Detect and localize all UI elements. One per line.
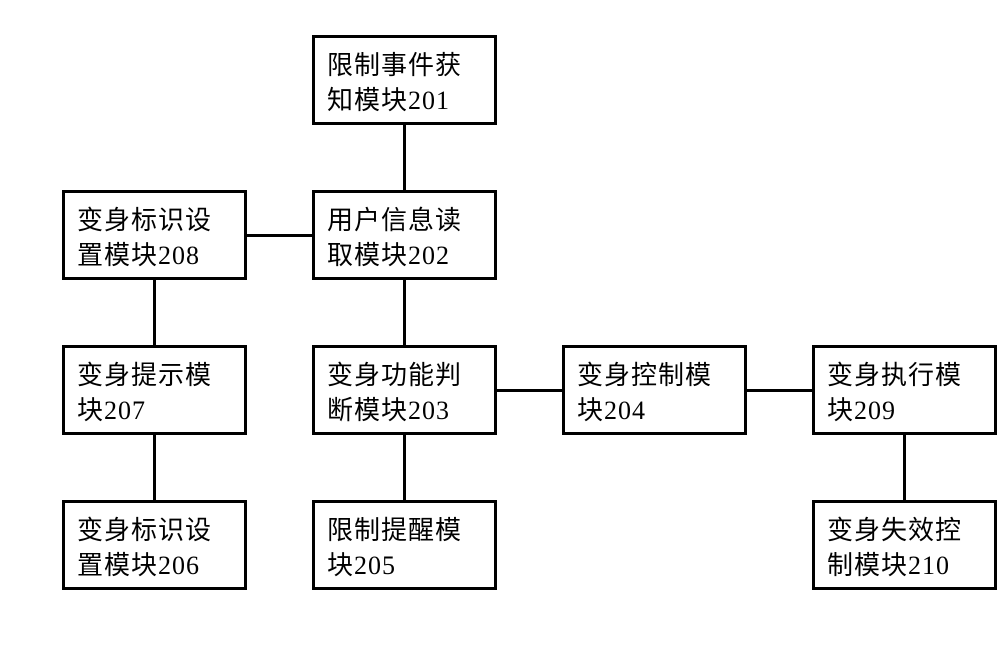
node-n202: 用户信息读取模块202 — [312, 190, 497, 280]
node-label: 变身失效控制模块210 — [827, 513, 982, 583]
node-label: 变身提示模块207 — [77, 358, 232, 428]
node-label: 限制事件获知模块201 — [327, 48, 482, 118]
node-n206: 变身标识设置模块206 — [62, 500, 247, 590]
edge-n201-n202 — [403, 125, 406, 190]
node-n207: 变身提示模块207 — [62, 345, 247, 435]
node-n203: 变身功能判断模块203 — [312, 345, 497, 435]
edge-n208-n207 — [153, 280, 156, 345]
node-n204: 变身控制模块204 — [562, 345, 747, 435]
node-label: 变身执行模块209 — [827, 358, 982, 428]
node-label: 变身标识设置模块208 — [77, 203, 232, 273]
node-label: 变身功能判断模块203 — [327, 358, 482, 428]
edge-n203-n204 — [497, 389, 562, 392]
edge-n207-n206 — [153, 435, 156, 500]
node-n205: 限制提醒模块205 — [312, 500, 497, 590]
node-label: 变身标识设置模块206 — [77, 513, 232, 583]
edge-n203-n205 — [403, 435, 406, 500]
edge-n209-n210 — [903, 435, 906, 500]
node-n208: 变身标识设置模块208 — [62, 190, 247, 280]
edge-n204-n209 — [747, 389, 812, 392]
node-label: 用户信息读取模块202 — [327, 203, 482, 273]
node-n201: 限制事件获知模块201 — [312, 35, 497, 125]
edge-n208-n202 — [247, 234, 312, 237]
edge-n202-n203 — [403, 280, 406, 345]
node-label: 限制提醒模块205 — [327, 513, 482, 583]
node-label: 变身控制模块204 — [577, 358, 732, 428]
node-n209: 变身执行模块209 — [812, 345, 997, 435]
diagram-canvas: 限制事件获知模块201 用户信息读取模块202 变身功能判断模块203 限制提醒模块2… — [0, 0, 1000, 655]
node-n210: 变身失效控制模块210 — [812, 500, 997, 590]
